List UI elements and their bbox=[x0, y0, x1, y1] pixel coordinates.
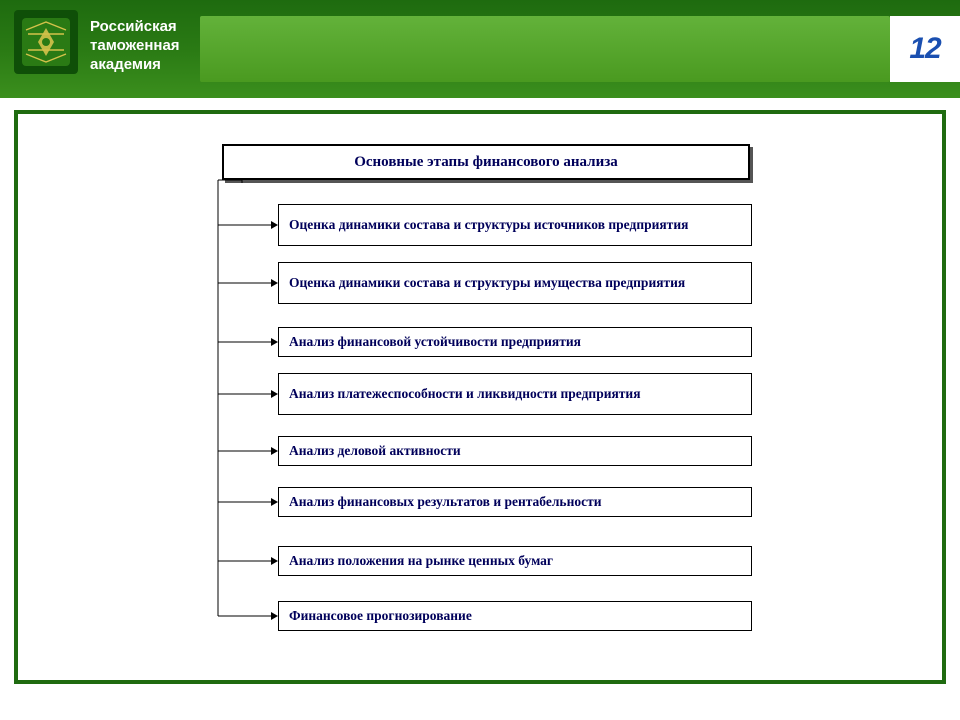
org-name-line1: Российская bbox=[90, 18, 180, 37]
emblem-icon bbox=[20, 16, 72, 68]
org-name-line3: академия bbox=[90, 56, 180, 75]
diagram-item: Финансовое прогнозирование bbox=[278, 601, 752, 631]
diagram-item: Анализ финансовых результатов и рентабел… bbox=[278, 487, 752, 517]
header-inset bbox=[200, 16, 890, 82]
page-number-box: 12 bbox=[890, 16, 960, 82]
diagram-item: Оценка динамики состава и структуры исто… bbox=[278, 204, 752, 246]
org-logo bbox=[14, 10, 78, 74]
slide: Российская таможенная академия 12 Основн… bbox=[0, 0, 960, 720]
diagram: Основные этапы финансового анализа Оценка… bbox=[18, 114, 942, 680]
org-name-line2: таможенная bbox=[90, 37, 180, 56]
diagram-item: Анализ платежеспособности и ликвидности … bbox=[278, 373, 752, 415]
diagram-item: Анализ финансовой устойчивости предприят… bbox=[278, 327, 752, 357]
diagram-item: Оценка динамики состава и структуры имущ… bbox=[278, 262, 752, 304]
diagram-item: Анализ положения на рынке ценных бумаг bbox=[278, 546, 752, 576]
org-name: Российская таможенная академия bbox=[90, 18, 180, 74]
page-number: 12 bbox=[909, 32, 940, 66]
diagram-item: Анализ деловой активности bbox=[278, 436, 752, 466]
header: Российская таможенная академия 12 bbox=[0, 0, 960, 98]
diagram-title: Основные этапы финансового анализа bbox=[222, 144, 750, 180]
content-frame: Основные этапы финансового анализа Оценка… bbox=[14, 110, 946, 684]
